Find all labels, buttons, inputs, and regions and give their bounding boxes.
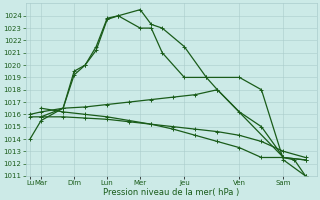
X-axis label: Pression niveau de la mer( hPa ): Pression niveau de la mer( hPa ) [103, 188, 239, 197]
